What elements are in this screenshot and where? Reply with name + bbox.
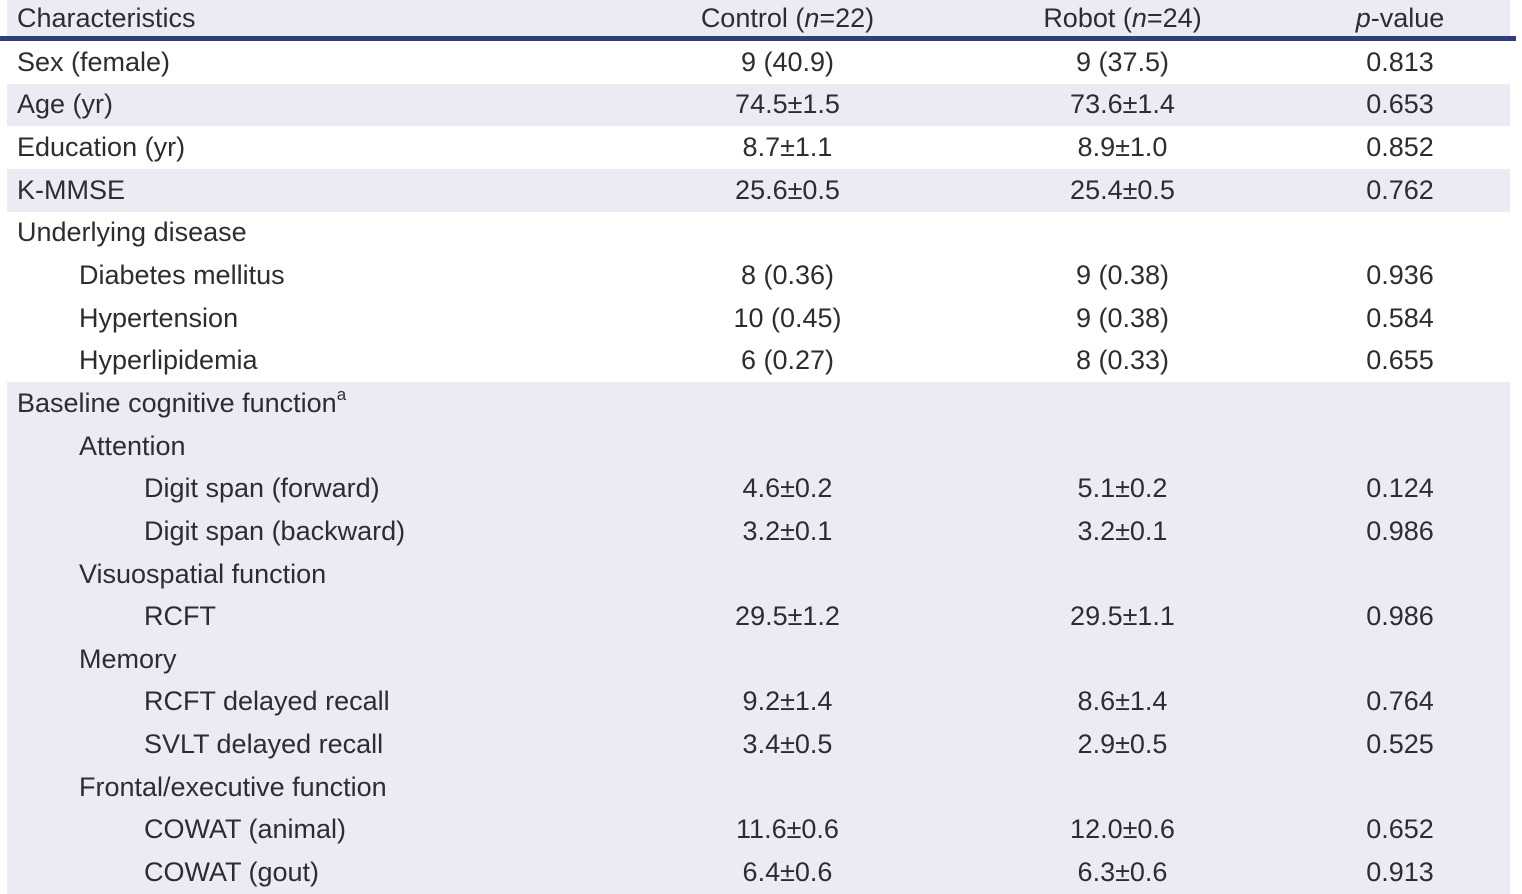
table-row-underlying-disease: Underlying disease [7,212,1510,255]
row-label: RCFT [144,601,216,632]
robot-value: 9 (0.38) [1075,302,1170,333]
p-value: 0.584 [1366,302,1434,333]
robot-value: 6.3±0.6 [1077,856,1168,887]
row-label: Underlying disease [17,217,247,248]
col-header-pvalue-post: -value [1370,2,1445,33]
col-header-pvalue-p-italic: p [1355,2,1371,33]
table-row-hypertension: Hypertension 10 (0.45) 9 (0.38) 0.584 [7,297,1510,340]
table-row-digit-span-forward: Digit span (forward) 4.6±0.2 5.1±0.2 0.1… [7,467,1510,511]
robot-value: 8.9±1.0 [1077,132,1168,163]
row-label: Hyperlipidemia [79,345,258,376]
table-row-education: Education (yr) 8.7±1.1 8.9±1.0 0.852 [7,126,1510,169]
p-value: 0.986 [1366,515,1434,546]
row-label: Digit span (backward) [144,515,406,546]
table-row-memory: Memory [7,637,1510,681]
col-header-control-post: =22) [819,2,875,33]
control-value: 11.6±0.6 [736,814,839,845]
p-value: 0.124 [1366,473,1434,504]
row-label: Visuospatial function [79,558,327,589]
row-label: Memory [79,643,177,674]
robot-value: 29.5±1.1 [1070,601,1175,632]
table-row-visuospatial-function: Visuospatial function [7,552,1510,596]
row-label: Education (yr) [17,132,186,163]
p-value: 0.813 [1366,46,1434,77]
control-value: 9.2±1.4 [742,686,833,717]
table-row-attention: Attention [7,424,1510,468]
row-label: COWAT (animal) [144,814,347,845]
row-label: SVLT delayed recall [144,729,384,760]
robot-value: 73.6±1.4 [1070,89,1175,120]
row-label: Attention [79,430,186,461]
table-row-sex: Sex (female) 9 (40.9) 9 (37.5) 0.813 [7,41,1510,84]
control-value: 6 (0.27) [740,345,835,376]
row-label: Sex (female) [17,46,171,77]
col-header-robot-pre: Robot ( [1043,2,1132,33]
robot-value: 8 (0.33) [1075,345,1170,376]
footnote-marker-a: a [336,384,347,404]
table-row-digit-span-backward: Digit span (backward) 3.2±0.1 3.2±0.1 0.… [7,510,1510,553]
col-header-robot-post: =24) [1146,2,1202,33]
table-row-cowat-gout: COWAT (gout) 6.4±0.6 6.3±0.6 0.913 [7,851,1510,894]
p-value: 0.762 [1366,174,1434,205]
col-header-characteristics: Characteristics [17,2,196,33]
header-divider-rule [0,36,1516,41]
table-header-row: Characteristics Control (n=22) Robot (n=… [7,0,1510,36]
row-label: Frontal/executive function [79,771,387,802]
control-value: 74.5±1.5 [735,89,840,120]
row-label: Age (yr) [17,89,114,120]
table-row-frontal-executive-function: Frontal/executive function [7,765,1510,809]
p-value: 0.655 [1366,345,1434,376]
row-label: COWAT (gout) [144,856,320,887]
row-label: RCFT delayed recall [144,686,390,717]
row-label: Diabetes mellitus [79,260,285,291]
robot-value: 12.0±0.6 [1070,814,1175,845]
control-value: 29.5±1.2 [735,601,840,632]
control-value: 3.4±0.5 [742,729,833,760]
row-label: Hypertension [79,302,239,333]
table-row-hyperlipidemia: Hyperlipidemia 6 (0.27) 8 (0.33) 0.655 [7,339,1510,382]
p-value: 0.986 [1366,601,1434,632]
row-label: K-MMSE [17,174,125,205]
control-value: 8 (0.36) [740,260,835,291]
robot-value: 2.9±0.5 [1077,729,1168,760]
p-value: 0.652 [1366,814,1434,845]
robot-value: 3.2±0.1 [1077,515,1168,546]
control-value: 6.4±0.6 [742,856,833,887]
col-header-control: Control (n=22) [620,2,955,33]
table-row-baseline-cognitive-function: Baseline cognitive functiona [7,382,1510,425]
col-header-pvalue: p-value [1290,2,1510,33]
table-row-diabetes: Diabetes mellitus 8 (0.36) 9 (0.38) 0.93… [7,254,1510,297]
p-value: 0.653 [1366,89,1434,120]
robot-value: 25.4±0.5 [1070,174,1175,205]
table-row-age: Age (yr) 74.5±1.5 73.6±1.4 0.653 [7,83,1510,127]
table-row-kmmse: K-MMSE 25.6±0.5 25.4±0.5 0.762 [7,168,1510,212]
p-value: 0.913 [1366,856,1434,887]
robot-value: 5.1±0.2 [1077,473,1168,504]
p-value: 0.525 [1366,729,1434,760]
p-value: 0.764 [1366,686,1434,717]
table-row-svlt-delayed-recall: SVLT delayed recall 3.4±0.5 2.9±0.5 0.52… [7,723,1510,766]
robot-value: 8.6±1.4 [1077,686,1168,717]
table-row-cowat-animal: COWAT (animal) 11.6±0.6 12.0±0.6 0.652 [7,808,1510,852]
col-header-robot-n-italic: n [1131,2,1147,33]
robot-value: 9 (0.38) [1075,260,1170,291]
control-value: 4.6±0.2 [742,473,833,504]
control-value: 25.6±0.5 [735,174,840,205]
table-row-rcft: RCFT 29.5±1.2 29.5±1.1 0.986 [7,595,1510,638]
col-header-control-n-italic: n [804,2,820,33]
control-value: 9 (40.9) [740,46,835,77]
row-label-text: Baseline cognitive function [17,387,337,418]
control-value: 8.7±1.1 [742,132,833,163]
col-header-control-pre: Control ( [700,2,805,33]
robot-value: 9 (37.5) [1075,46,1170,77]
row-label: Digit span (forward) [144,473,380,504]
p-value: 0.852 [1366,132,1434,163]
control-value: 3.2±0.1 [742,515,833,546]
p-value: 0.936 [1366,260,1434,291]
row-label: Baseline cognitive functiona [7,386,620,418]
table-row-rcft-delayed-recall: RCFT delayed recall 9.2±1.4 8.6±1.4 0.76… [7,680,1510,724]
col-header-robot: Robot (n=24) [955,2,1290,33]
control-value: 10 (0.45) [733,302,842,333]
